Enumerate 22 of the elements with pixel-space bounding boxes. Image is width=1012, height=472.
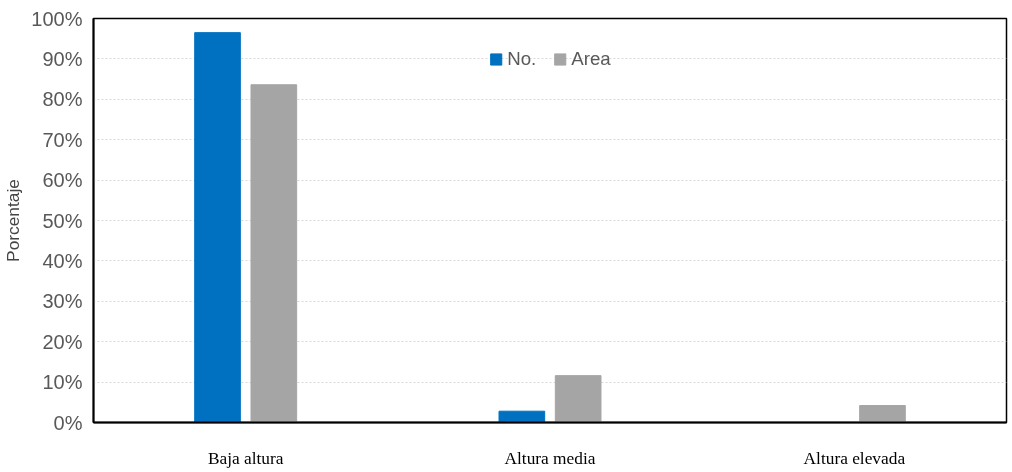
y-tick-label: 0%: [53, 411, 83, 434]
x-tick-label: Altura media: [504, 448, 596, 468]
x-tick-label: Altura elevada: [803, 448, 906, 468]
bar: [194, 32, 241, 423]
y-tick-label: 20%: [42, 330, 83, 353]
legend-label: No.: [507, 48, 537, 70]
bar: [554, 375, 602, 423]
y-tick-label: 30%: [42, 290, 83, 313]
y-tick-label: 60%: [42, 169, 83, 192]
y-tick-label: 50%: [42, 209, 83, 232]
y-tick-label: 80%: [42, 88, 83, 111]
y-tick-label: 10%: [42, 371, 83, 394]
bar: [859, 405, 906, 423]
x-tick-label: Baja altura: [207, 448, 284, 468]
bar: [250, 84, 298, 423]
bar: [498, 410, 546, 423]
legend-label: Area: [571, 48, 611, 70]
y-tick-label: 40%: [42, 249, 83, 272]
y-axis-title: Porcentaje: [3, 179, 24, 262]
y-tick-label: 90%: [42, 47, 83, 70]
y-tick-label: 70%: [42, 128, 83, 151]
y-tick-label: 100%: [31, 7, 83, 30]
